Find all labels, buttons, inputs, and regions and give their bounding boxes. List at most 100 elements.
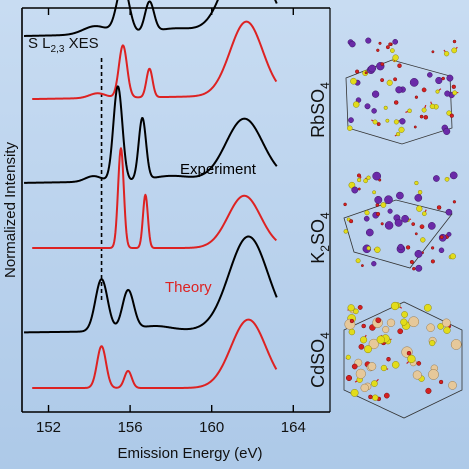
atom <box>367 362 377 371</box>
atom <box>349 40 356 48</box>
atom <box>348 117 354 123</box>
atom <box>435 76 443 85</box>
atom <box>380 222 384 226</box>
atom <box>441 76 445 81</box>
atom <box>449 113 454 118</box>
atom <box>396 191 404 200</box>
atom <box>451 84 456 89</box>
atom <box>435 89 440 94</box>
atom <box>363 215 370 222</box>
atom <box>431 50 435 54</box>
atom <box>443 127 451 135</box>
unit-cell-edge <box>343 301 463 419</box>
crystal-structure-cdso4 <box>343 301 463 419</box>
atom <box>448 381 457 390</box>
atom <box>444 90 451 97</box>
compound-label-k2so4: K2SO4 <box>308 212 332 264</box>
atom <box>399 118 406 125</box>
atom <box>444 176 450 182</box>
plot-frame <box>21 7 331 413</box>
y-axis-label: Normalized Intensity <box>2 142 19 278</box>
atom <box>372 171 382 181</box>
spectra <box>23 0 278 389</box>
experiment-spectrum-2 <box>23 235 278 334</box>
atom <box>387 208 393 214</box>
atom <box>443 51 450 57</box>
atom <box>345 354 351 360</box>
atom <box>446 231 452 237</box>
atom <box>393 100 399 105</box>
atom <box>384 195 393 205</box>
atom <box>416 205 423 212</box>
x-tick-label: 164 <box>281 419 306 436</box>
atom <box>375 203 380 207</box>
atom <box>356 173 362 178</box>
atom <box>378 41 382 45</box>
atom <box>347 304 355 312</box>
atom <box>355 258 361 264</box>
atom <box>442 318 451 328</box>
atom <box>439 235 444 239</box>
atom <box>380 62 385 66</box>
atom <box>436 205 442 210</box>
atom <box>390 48 395 53</box>
atom <box>411 222 416 226</box>
atom <box>388 42 392 46</box>
atom <box>385 45 390 50</box>
atom <box>393 119 399 125</box>
atom <box>437 323 444 330</box>
atom <box>366 246 371 251</box>
atom <box>421 211 427 217</box>
atom <box>397 63 402 68</box>
atom <box>394 218 403 227</box>
atom <box>380 364 388 372</box>
atom <box>352 101 360 108</box>
atom <box>443 326 451 334</box>
atom <box>430 246 435 250</box>
atom <box>386 356 391 362</box>
atom <box>414 95 419 99</box>
atom <box>395 131 401 137</box>
atom <box>364 345 372 354</box>
atom <box>452 39 457 44</box>
compound-label-cdso4: CdSO4 <box>308 332 332 388</box>
theory-spectrum-2 <box>31 318 278 389</box>
atom <box>407 108 412 114</box>
atom <box>412 370 422 380</box>
atom <box>428 369 439 380</box>
atom <box>449 253 456 260</box>
atom <box>393 77 398 82</box>
atom <box>372 394 379 401</box>
atom <box>358 343 365 350</box>
atom <box>343 229 349 234</box>
atom <box>430 259 435 264</box>
atom <box>351 363 358 370</box>
atom <box>351 186 359 194</box>
atom <box>376 211 381 217</box>
atom <box>429 103 436 110</box>
crystal-structure-k2so4 <box>343 171 458 272</box>
atom <box>376 122 381 127</box>
atom <box>365 37 372 44</box>
atom <box>438 247 445 254</box>
atom <box>400 318 408 326</box>
atom <box>420 237 426 243</box>
atom <box>371 380 378 387</box>
atom <box>392 38 399 45</box>
atom <box>416 361 422 366</box>
atom <box>360 264 364 268</box>
atom <box>384 221 394 230</box>
atom <box>408 316 420 328</box>
atom <box>355 69 360 74</box>
atom <box>386 79 393 86</box>
panel-label: S L2,3 XES <box>28 35 99 55</box>
atom <box>414 249 423 258</box>
experiment-spectrum-0 <box>23 0 278 37</box>
atom <box>449 171 458 180</box>
atom <box>366 175 371 180</box>
atom <box>361 323 366 329</box>
atom <box>348 328 356 336</box>
atom <box>372 119 378 125</box>
atom <box>415 264 423 272</box>
